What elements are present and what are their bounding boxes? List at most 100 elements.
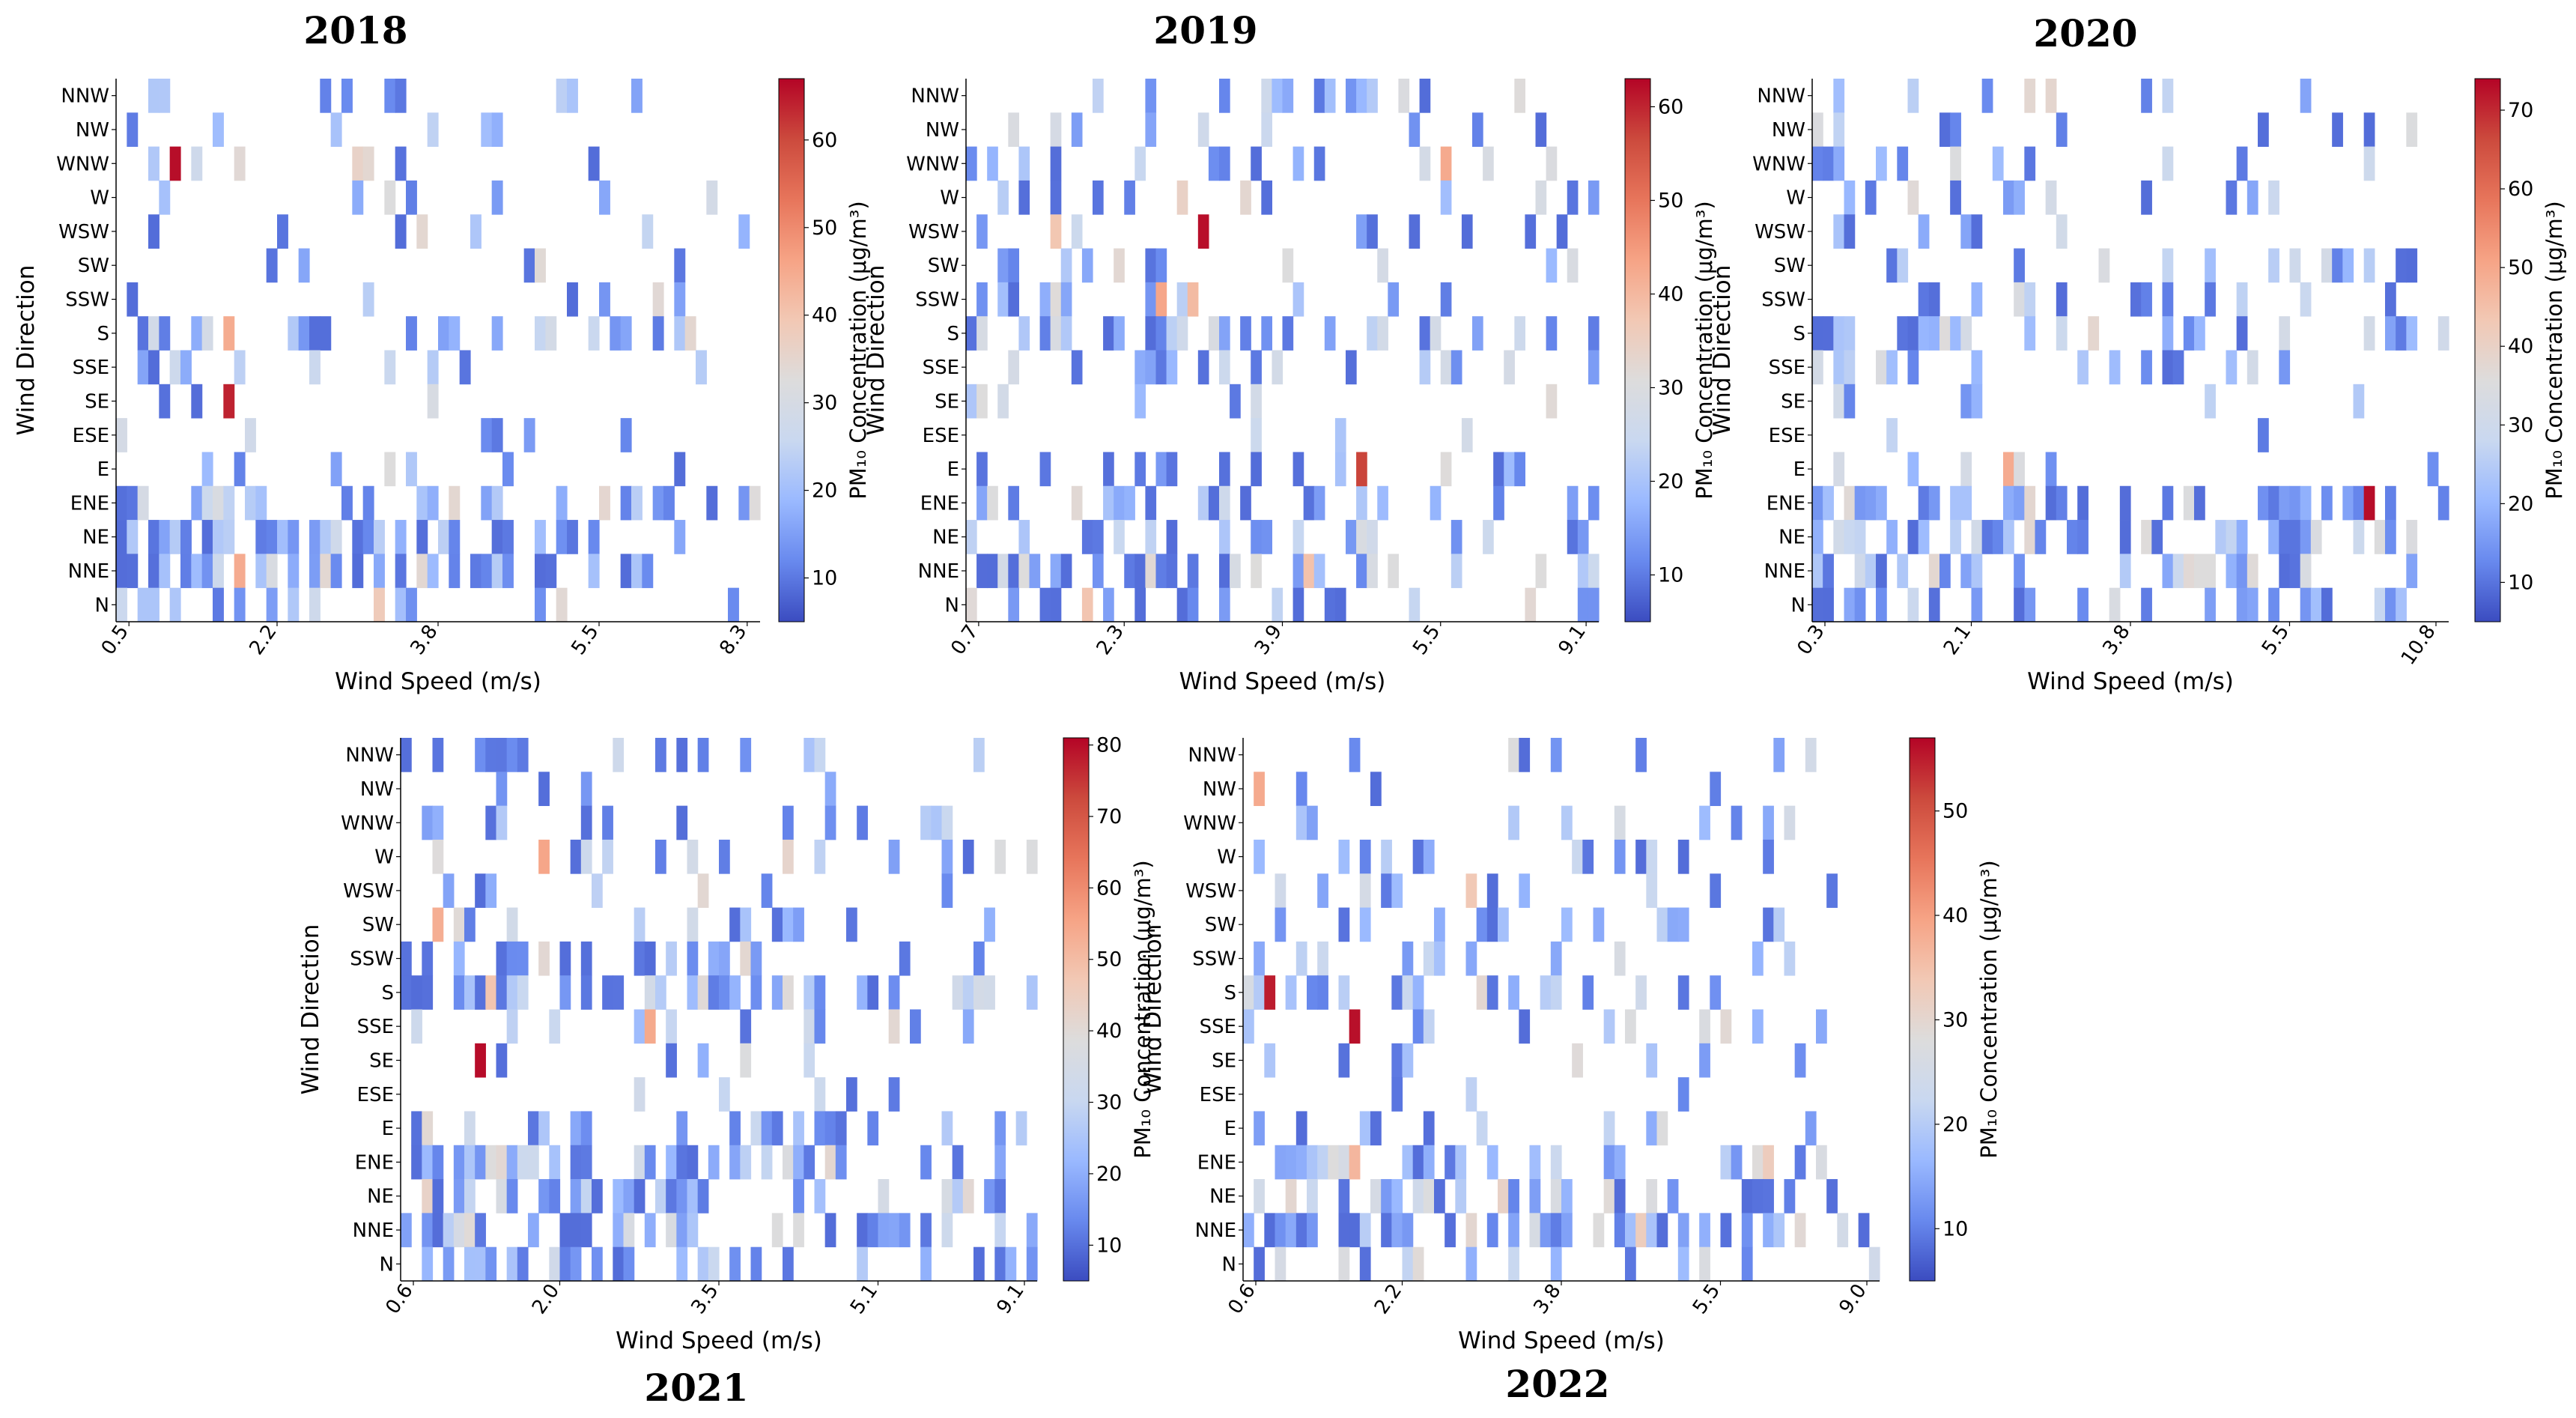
heatmap-cell	[464, 907, 476, 942]
heatmap-cell	[1434, 1179, 1445, 1214]
heatmap-cell	[1950, 112, 1961, 148]
heatmap-cell	[588, 554, 600, 589]
heatmap-cell	[288, 316, 300, 351]
heatmap-cell	[804, 1009, 815, 1044]
x-tick-label: 9.1	[992, 1280, 1028, 1318]
x-tick-label: 0.6	[381, 1280, 417, 1318]
heatmap-cell	[1720, 1213, 1732, 1248]
heatmap-cell	[1823, 587, 1834, 622]
heatmap-cell	[1071, 112, 1083, 148]
heatmap-cell	[1614, 1145, 1626, 1180]
y-tick-label: S	[1224, 982, 1236, 1005]
heatmap-cell	[1784, 1179, 1796, 1214]
heatmap-cell	[1699, 1213, 1710, 1248]
heatmap-cell	[401, 1213, 412, 1248]
heatmap-cell	[740, 1145, 752, 1180]
colorbar-tick-label: 80	[1096, 734, 1122, 757]
heatmap-cell	[401, 975, 412, 1010]
heatmap-cell	[538, 1179, 550, 1214]
heatmap-cell	[1535, 554, 1547, 589]
heatmap-cell	[1950, 520, 1961, 554]
heatmap-cell	[234, 554, 246, 589]
heatmap-cell	[127, 554, 139, 589]
heatmap-cell	[1398, 79, 1410, 113]
heatmap-cell	[298, 248, 310, 283]
heatmap-cell	[1646, 1213, 1658, 1248]
heatmap-cell	[2406, 112, 2418, 148]
heatmap-cell	[1752, 941, 1764, 976]
heatmap-cell	[2130, 282, 2142, 317]
heatmap-cell	[2109, 587, 2121, 622]
heatmap-cell	[1402, 941, 1414, 976]
heatmap-cell	[556, 520, 568, 554]
heatmap-cell	[1307, 1179, 1318, 1214]
heatmap-cell	[2310, 587, 2322, 622]
y-tick-label: ENE	[355, 1151, 394, 1174]
y-tick-label: SW	[1205, 914, 1236, 936]
heatmap-cell	[888, 975, 900, 1010]
heatmap-cell	[116, 520, 127, 554]
heatmap-cell	[920, 805, 932, 840]
heatmap-cell	[1465, 1077, 1477, 1112]
heatmap-cell	[846, 907, 857, 942]
heatmap-cell	[2353, 485, 2365, 521]
heatmap-cell	[475, 1145, 486, 1180]
heatmap-cell	[1423, 1179, 1435, 1214]
heatmap-cell	[2289, 248, 2301, 283]
heatmap-cell	[556, 485, 568, 521]
heatmap-cell	[1412, 839, 1424, 874]
heatmap-cell	[580, 805, 592, 840]
heatmap-cell	[443, 1246, 455, 1282]
colorbar-tick-label: 50	[2508, 256, 2533, 279]
heatmap-cell	[719, 975, 730, 1010]
heatmap-cell	[464, 1179, 476, 1214]
heatmap-cell	[1897, 554, 1909, 589]
heatmap-cell	[2024, 79, 2036, 113]
heatmap-cell	[2268, 485, 2279, 521]
heatmap-cell	[1950, 316, 1961, 351]
heatmap-cell	[1285, 1213, 1297, 1248]
heatmap-cell	[1784, 805, 1796, 840]
y-tick-label: E	[382, 1118, 394, 1140]
heatmap-cell	[438, 520, 449, 554]
heatmap-cell	[994, 1111, 1006, 1146]
heatmap-cell	[1093, 180, 1104, 215]
heatmap-cell	[427, 384, 439, 419]
heatmap-cell	[481, 485, 493, 521]
heatmap-cell	[567, 79, 578, 113]
heatmap-cell	[1876, 146, 1887, 181]
heatmap-cell	[719, 839, 730, 874]
heatmap-cell	[613, 1246, 625, 1282]
heatmap-cell	[570, 1246, 582, 1282]
heatmap-cell	[655, 1179, 666, 1214]
heatmap-cell	[1844, 214, 1856, 249]
heatmap-cell	[1677, 1213, 1689, 1248]
heatmap-cell	[1155, 316, 1167, 351]
heatmap-cell	[1145, 282, 1157, 317]
heatmap-cell	[1476, 1111, 1488, 1146]
heatmap-cell	[1635, 839, 1647, 874]
heatmap-cell	[2119, 554, 2131, 589]
heatmap-cell	[567, 282, 578, 317]
heatmap-cell	[1423, 1111, 1435, 1146]
heatmap-cell	[2289, 520, 2301, 554]
heatmap-cell	[750, 941, 762, 976]
heatmap-cell	[1440, 452, 1452, 487]
heatmap-cell	[528, 1111, 539, 1146]
heatmap-cell	[580, 772, 592, 807]
y-tick-label: NNW	[61, 85, 109, 108]
heatmap-cell	[1145, 112, 1157, 148]
heatmap-cell	[634, 1145, 645, 1180]
heatmap-cell	[506, 738, 518, 772]
heatmap-cell	[545, 554, 557, 589]
heatmap-cell	[517, 738, 529, 772]
heatmap-cell	[1918, 316, 1930, 351]
heatmap-cell	[559, 1246, 571, 1282]
heatmap-cell	[384, 180, 396, 215]
heatmap-cell	[1472, 316, 1483, 351]
heatmap-cell	[580, 839, 592, 874]
heatmap-cell	[496, 738, 508, 772]
heatmap-cell	[1292, 554, 1304, 589]
heatmap-cell	[962, 839, 974, 874]
y-tick-label: SE	[369, 1049, 394, 1072]
